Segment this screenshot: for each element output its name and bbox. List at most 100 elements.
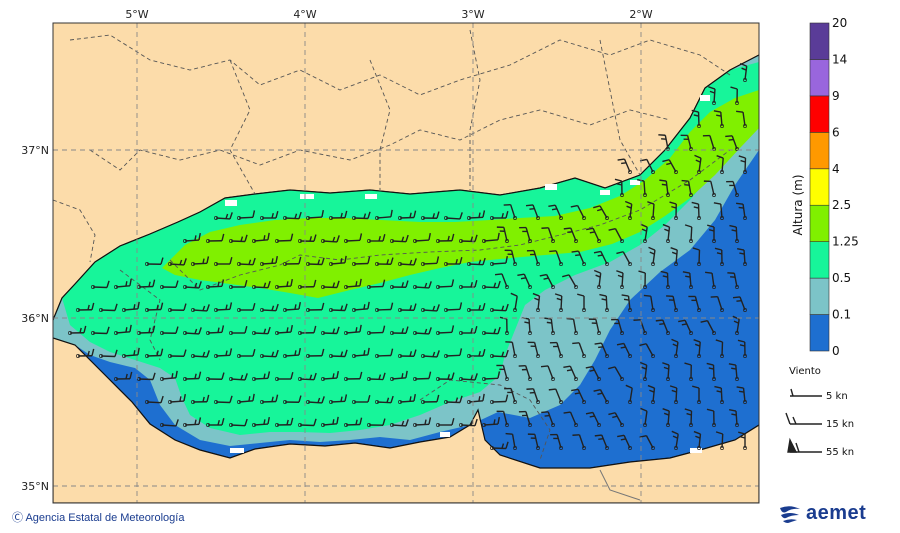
wind-barb: [593, 250, 609, 266]
wind-barb: [459, 373, 478, 381]
wind-barb: [548, 204, 563, 220]
wind-barb: [727, 272, 739, 289]
wind-barb: [713, 110, 724, 128]
wind-barb: [191, 256, 210, 266]
wind-barb: [237, 349, 256, 358]
wind-barb: [510, 292, 518, 312]
colorbar-swatch: [809, 241, 830, 279]
wind-barb: [647, 384, 656, 404]
wind-barb: [459, 326, 478, 335]
wind-barb: [214, 302, 233, 312]
wind-barb: [398, 210, 417, 220]
wind-barb: [306, 348, 325, 358]
wind-barb: [436, 418, 455, 427]
wind-barb: [669, 201, 678, 220]
wind-barb: [639, 434, 655, 450]
wind-barb: [550, 433, 563, 450]
lon-label: 5°W: [125, 8, 148, 21]
wind-barb: [671, 338, 679, 358]
wind-barb: [91, 326, 110, 335]
credit-label: Agencia Estatal de Meteorología: [25, 512, 185, 524]
wind-barb: [716, 155, 724, 174]
wind-barb: [183, 233, 201, 243]
wind-barb: [413, 233, 431, 243]
wind-barb: [260, 303, 279, 312]
wind-barb: [298, 372, 317, 381]
barb-55kn-icon: [787, 437, 822, 453]
wind-barb: [321, 235, 340, 243]
wind-barb: [505, 341, 517, 358]
wind-barb: [505, 432, 517, 450]
wind-barb: [145, 302, 164, 312]
wind-barb: [122, 347, 140, 358]
wind-barb: [321, 280, 340, 289]
wind-barb: [413, 327, 432, 335]
wind-barb: [191, 394, 210, 404]
wind-barb: [275, 233, 294, 243]
wind-barb: [608, 412, 624, 427]
wind-barb: [660, 270, 670, 289]
wind-barb: [647, 201, 655, 220]
wind-barb: [421, 256, 440, 266]
wind-barb: [519, 226, 532, 243]
wind-barb: [638, 270, 647, 289]
wind-barb: [572, 342, 586, 358]
wind-barb: [390, 419, 409, 427]
credit-text: Ⓒ Agencia Estatal de Meteorología: [12, 512, 185, 524]
wind-barb: [706, 408, 716, 427]
wind-barb: [467, 349, 486, 358]
wind-barb: [715, 339, 724, 358]
wind-barb: [229, 280, 248, 289]
wind-barb: [306, 210, 324, 220]
wind-barb: [728, 363, 739, 381]
wind-barb: [436, 279, 455, 289]
wind-barb: [549, 250, 563, 266]
wind-barb: [482, 232, 500, 243]
wind-barb: [705, 271, 716, 289]
wind-barb: [214, 395, 233, 404]
wind-barb: [732, 315, 740, 335]
wind-barb: [577, 293, 586, 312]
wind-barb: [252, 232, 270, 243]
wind-barb: [352, 301, 370, 312]
wind-barb: [729, 409, 739, 427]
wind-barb: [490, 441, 509, 450]
wind-barb: [76, 302, 95, 312]
wind-barb: [306, 396, 325, 404]
wind-barb: [482, 326, 501, 335]
wind-barb: [344, 324, 362, 335]
wind-barb: [283, 395, 302, 404]
colorbar-level-label: 20: [832, 16, 847, 30]
wind-barb: [421, 211, 440, 220]
wind-barb: [459, 418, 478, 427]
wind-barb: [624, 200, 633, 220]
lat-tick-labels: 37°N 36°N 35°N: [21, 144, 49, 493]
colorbar-level-label: 9: [832, 89, 840, 103]
wind-barb: [160, 280, 179, 289]
wind-barb: [504, 249, 517, 266]
wind-barb: [659, 179, 670, 197]
wind-barb: [608, 227, 624, 243]
wind-barb: [586, 227, 601, 243]
wind-barb: [206, 372, 225, 381]
wind-barb: [367, 325, 386, 335]
wind-barb: [467, 257, 486, 266]
wind-barb: [413, 371, 432, 381]
wind-barb: [390, 326, 409, 335]
wind-barb: [183, 281, 202, 289]
wind-barb: [714, 247, 724, 266]
wind-barb: [693, 430, 702, 450]
wind-barb: [662, 408, 670, 427]
wind-barb: [616, 270, 624, 289]
wind-legend-title: Viento: [789, 366, 821, 377]
wind-barb: [206, 418, 225, 427]
wind-barb: [122, 301, 140, 312]
wind-barb: [390, 370, 408, 381]
wind-barb: [467, 393, 485, 404]
wind-barb: [738, 155, 747, 174]
wind-barb: [160, 326, 179, 335]
wind-barb: [321, 326, 340, 335]
wind-barb: [436, 325, 455, 335]
colorbar-level-label: 6: [832, 125, 840, 139]
wind-barb: [206, 233, 225, 243]
